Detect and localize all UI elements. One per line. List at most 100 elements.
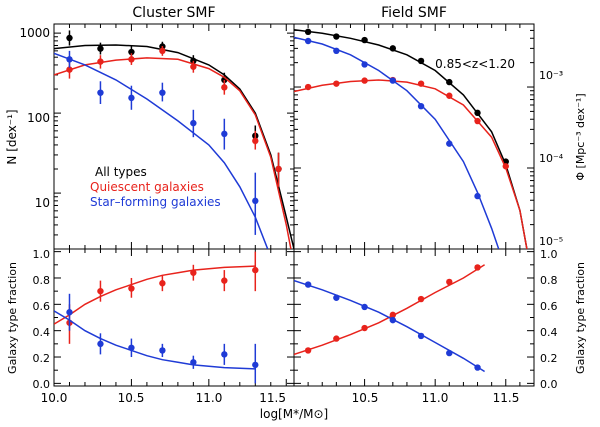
star-forming-galaxies-point [446, 140, 453, 147]
quiescent-galaxies-curve [294, 79, 528, 249]
star-forming-galaxies-point [361, 61, 368, 68]
quiescent-galaxies-point [159, 47, 166, 55]
star-forming-fraction-curve [294, 279, 485, 373]
star-forming-fraction-point [190, 359, 197, 366]
field-fraction-frame [293, 248, 535, 387]
star-forming-fraction-point [389, 316, 397, 324]
cluster-smf-ytick-label: 1000 [19, 26, 50, 40]
all-types-point [389, 45, 397, 52]
x-tick-label: 11.5 [259, 391, 286, 405]
star-forming-galaxies-point [389, 77, 397, 84]
quiescent-fraction-curve [54, 265, 256, 325]
quiescent-galaxies-curve [54, 57, 292, 249]
cluster-smf-ytick-label: 100 [27, 111, 50, 125]
quiescent-fraction-point [221, 277, 228, 284]
cluster-smf-ytick-label: 10 [35, 196, 50, 210]
quiescent-galaxies-point [128, 56, 135, 63]
cluster-smf-title: Cluster SMF [132, 5, 215, 21]
all-types-point [417, 57, 425, 65]
x-tick-label: 11.0 [196, 391, 223, 405]
star-forming-galaxies-point [333, 47, 340, 55]
star-forming-fraction-point [221, 351, 228, 358]
star-forming-fraction-point [304, 281, 312, 288]
star-forming-fraction-point [361, 303, 368, 311]
star-forming-galaxies-point [474, 192, 481, 200]
all-types-point [446, 78, 453, 86]
x-tick-label: 10.5 [352, 391, 379, 405]
quiescent-galaxies-point [190, 63, 197, 70]
star-forming-galaxies-point [221, 130, 228, 138]
star-forming-galaxies-point [190, 119, 197, 127]
field-smf-ytick-label: 10⁻³ [539, 69, 563, 82]
quiescent-galaxies-point [361, 77, 368, 84]
all-types-point [474, 109, 481, 117]
quiescent-fraction-point [474, 264, 481, 271]
quiescent-fraction-point [333, 335, 340, 342]
quiescent-galaxies-point [304, 83, 312, 91]
field-fraction-ytick-label: 0.0 [540, 378, 558, 391]
x-axis-label: log[M*/M⊙] [260, 407, 328, 421]
quiescent-galaxies-point [275, 165, 282, 173]
star-forming-fraction-point [446, 349, 453, 357]
x-tick-label: 11.5 [493, 391, 520, 405]
quiescent-fraction-point [304, 347, 312, 354]
field-fraction-ytick-label: 0.4 [540, 326, 558, 339]
field-smf-ytick-label: 10⁻⁵ [539, 235, 563, 248]
field-smf-ytick-label: 10⁻⁴ [539, 152, 564, 165]
star-forming-galaxies-curve [54, 52, 269, 249]
field-smf-ylabel: Φ [Mpc⁻³ dex⁻¹] [574, 93, 587, 180]
star-forming-fraction-point [128, 344, 135, 351]
star-forming-fraction-point [417, 332, 425, 340]
quiescent-fraction-point [97, 287, 104, 295]
quiescent-fraction-point [361, 324, 368, 332]
quiescent-galaxies-point [474, 117, 481, 125]
quiescent-galaxies-point [446, 92, 453, 99]
star-forming-fraction-point [252, 361, 259, 369]
x-tick-label: 10.5 [118, 391, 145, 405]
quiescent-galaxies-point [333, 80, 340, 87]
cluster-fraction-ytick-label: 0.2 [33, 352, 51, 365]
x-tick-label: 11.0 [422, 391, 449, 405]
all-types-curve [54, 44, 294, 249]
quiescent-galaxies-point [66, 66, 73, 73]
quiescent-fraction-point [159, 280, 166, 287]
cluster-smf-ylabel: N [dex⁻¹] [5, 109, 19, 164]
cluster-fraction-ytick-label: 0.0 [33, 378, 51, 391]
legend-all-types: All types [95, 165, 147, 179]
all-types-point [128, 48, 135, 56]
quiescent-fraction-point [417, 295, 425, 303]
legend-star-forming: Star–forming galaxies [90, 195, 221, 209]
field-fraction-ylabel: Galaxy type fraction [574, 262, 587, 374]
quiescent-galaxies-point [417, 80, 425, 87]
quiescent-fraction-point [389, 311, 397, 319]
all-types-point [361, 36, 368, 44]
cluster-fraction-ytick-label: 1.0 [33, 248, 51, 261]
star-forming-galaxies-point [417, 102, 425, 110]
redshift-annotation: 0.85<z<1.20 [435, 57, 515, 71]
chart-marks [54, 24, 534, 386]
x-tick-label: 10.0 [41, 391, 68, 405]
quiescent-galaxies-point [221, 84, 228, 91]
quiescent-fraction-point [252, 266, 259, 274]
all-types-point [304, 28, 312, 36]
quiescent-fraction-curve [294, 264, 485, 356]
quiescent-fraction-point [190, 269, 197, 276]
star-forming-galaxies-point [252, 197, 259, 205]
star-forming-galaxies-point [304, 37, 312, 45]
field-smf-title: Field SMF [381, 5, 447, 21]
cluster-fraction-ylabel: Galaxy type fraction [6, 262, 19, 374]
legend-quiescent: Quiescent galaxies [90, 180, 204, 194]
quiescent-galaxies-point [252, 137, 259, 145]
all-types-point [97, 45, 104, 52]
field-fraction-ytick-label: 0.2 [540, 352, 558, 365]
all-types-point [66, 34, 73, 42]
star-forming-fraction-curve [54, 310, 256, 370]
cluster-fraction-ytick-label: 0.4 [33, 326, 51, 339]
star-forming-galaxies-point [159, 89, 166, 96]
field-fraction-ytick-label: 1.0 [540, 248, 558, 261]
all-types-point [333, 33, 340, 40]
star-forming-fraction-point [66, 309, 73, 316]
quiescent-galaxies-point [97, 58, 104, 65]
star-forming-fraction-point [474, 364, 481, 371]
